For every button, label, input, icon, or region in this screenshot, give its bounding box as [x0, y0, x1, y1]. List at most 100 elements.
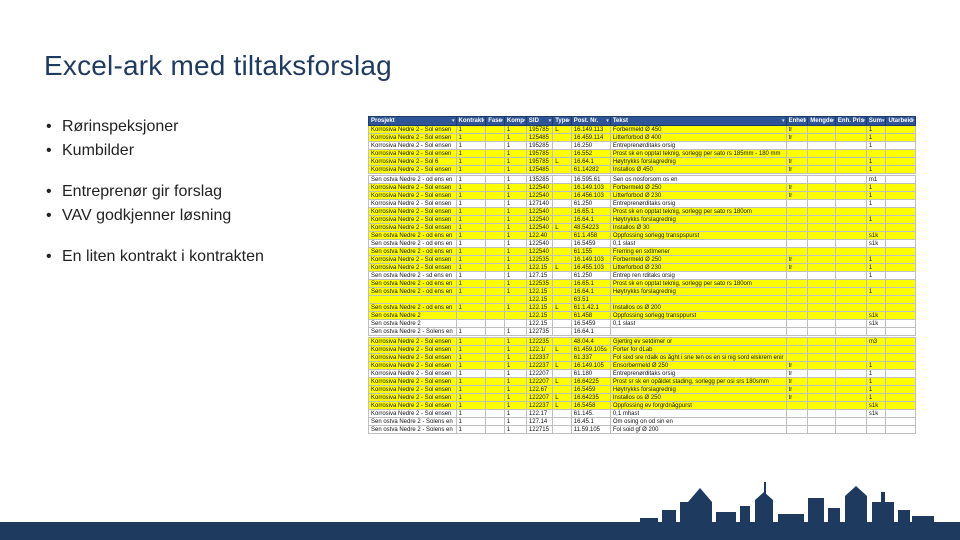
cell: 1 — [866, 362, 886, 370]
cell — [886, 150, 916, 158]
cell: 1 — [504, 264, 526, 272]
cell: 0,1 slast — [610, 320, 786, 328]
cell — [835, 362, 866, 370]
cell: 1 — [866, 126, 886, 134]
cell: tr — [786, 184, 808, 192]
cell: 61.1.42.1 — [571, 304, 610, 312]
cell: Høytrykks forslagrednig — [610, 288, 786, 296]
cell: 122540 — [526, 248, 552, 256]
cell: 16.64.1 — [571, 328, 610, 336]
cell: m3 — [866, 338, 886, 346]
cell: Korrosiva Nedre 2 - Sol ensen — [369, 224, 457, 232]
table-row: Sen ostva Nedre 2 - Solens en1112271511.… — [369, 426, 916, 434]
table-row: Sen ostva Nedre 2 - od ens en11122.15L61… — [369, 304, 916, 312]
cell — [786, 176, 808, 184]
cell — [866, 208, 886, 216]
cell — [886, 354, 916, 362]
cell: tr — [786, 158, 808, 166]
table-row: Korrosiva Nedre 2 - Sol ensen1112548561.… — [369, 166, 916, 174]
col-mengde[interactable]: Mengde — [808, 117, 836, 126]
cell: 1 — [504, 240, 526, 248]
cell: 1 — [456, 410, 486, 418]
cell: 1 — [504, 402, 526, 410]
cell: Oppfossing sorlegg transpspurst — [610, 232, 786, 240]
col-kontrakt[interactable]: Kontrakt — [456, 117, 486, 126]
col-post-nr-[interactable]: Post. Nr. — [571, 117, 610, 126]
cell: Forbermeld Ø 250 — [610, 256, 786, 264]
cell — [486, 354, 505, 362]
cell: 1 — [504, 184, 526, 192]
cell — [808, 256, 836, 264]
cell: 125485 — [526, 166, 552, 174]
cell: Høytrykks forslagrednig — [610, 386, 786, 394]
cell — [808, 426, 836, 434]
cell: 61.250 — [571, 200, 610, 208]
cell — [486, 216, 505, 224]
cell: Korrosiva Nedre 2 - Sol ensen — [369, 402, 457, 410]
cell — [553, 370, 572, 378]
cell — [786, 320, 808, 328]
cell — [835, 272, 866, 280]
cell: Korrosiva Nedre 2 - Sol ensen — [369, 338, 457, 346]
col-enhet[interactable]: Enhet — [786, 117, 808, 126]
cell: 1 — [866, 256, 886, 264]
cell: Oppfossing sorlegg transppurst — [610, 312, 786, 320]
cell — [456, 312, 486, 320]
cell — [866, 280, 886, 288]
table-row: Korrosiva Nedre 2 - Sol ensen1112220761.… — [369, 370, 916, 378]
col-fase[interactable]: Fase — [486, 117, 505, 126]
col-type[interactable]: Type — [553, 117, 572, 126]
cell — [835, 328, 866, 336]
col-utarbeid[interactable]: Utarbeid — [886, 117, 916, 126]
cell — [886, 312, 916, 320]
cell — [786, 240, 808, 248]
cell — [886, 216, 916, 224]
cell: 122540 — [526, 208, 552, 216]
cell — [553, 280, 572, 288]
cell: Sen os nosforsom os en — [610, 176, 786, 184]
cell — [786, 410, 808, 418]
col-sum[interactable]: Sum — [866, 117, 886, 126]
col-sid[interactable]: SID — [526, 117, 552, 126]
cell: Sen ostva Nedre 2 - Solens en — [369, 418, 457, 426]
cell: 1 — [504, 166, 526, 174]
cell — [486, 362, 505, 370]
cell: 1 — [456, 232, 486, 240]
cell: 125485 — [526, 134, 552, 142]
cell — [786, 272, 808, 280]
cell — [835, 216, 866, 224]
cell: Om osing on od sin en — [610, 418, 786, 426]
col-komp[interactable]: Komp — [504, 117, 526, 126]
cell — [486, 272, 505, 280]
cell: 16.64235 — [571, 394, 610, 402]
cell: L — [553, 394, 572, 402]
cell: 1 — [456, 184, 486, 192]
cell: 1 — [866, 192, 886, 200]
cell: 195785 — [526, 126, 552, 134]
cell: tr — [786, 386, 808, 394]
cell — [835, 166, 866, 174]
cell — [866, 304, 886, 312]
cell — [835, 346, 866, 354]
cell: tr — [786, 394, 808, 402]
cell — [486, 192, 505, 200]
cell: L — [553, 158, 572, 166]
cell: 1 — [504, 134, 526, 142]
cell: 1 — [866, 386, 886, 394]
cell — [835, 312, 866, 320]
cell: Ensorbermeld Ø 250 — [610, 362, 786, 370]
col-tekst[interactable]: Tekst — [610, 117, 786, 126]
col-enh-pris[interactable]: Enh. Pris — [835, 117, 866, 126]
cell: 16.455.103 — [571, 264, 610, 272]
cell — [886, 370, 916, 378]
cell — [866, 346, 886, 354]
cell: 1 — [456, 216, 486, 224]
cell — [486, 338, 505, 346]
cell: 16.456.103 — [571, 192, 610, 200]
cell: 1 — [504, 176, 526, 184]
cell — [886, 248, 916, 256]
cell: 16.5459 — [571, 320, 610, 328]
col-prosjekt[interactable]: Prosjekt — [369, 117, 457, 126]
cell: 1 — [866, 216, 886, 224]
cell — [456, 320, 486, 328]
